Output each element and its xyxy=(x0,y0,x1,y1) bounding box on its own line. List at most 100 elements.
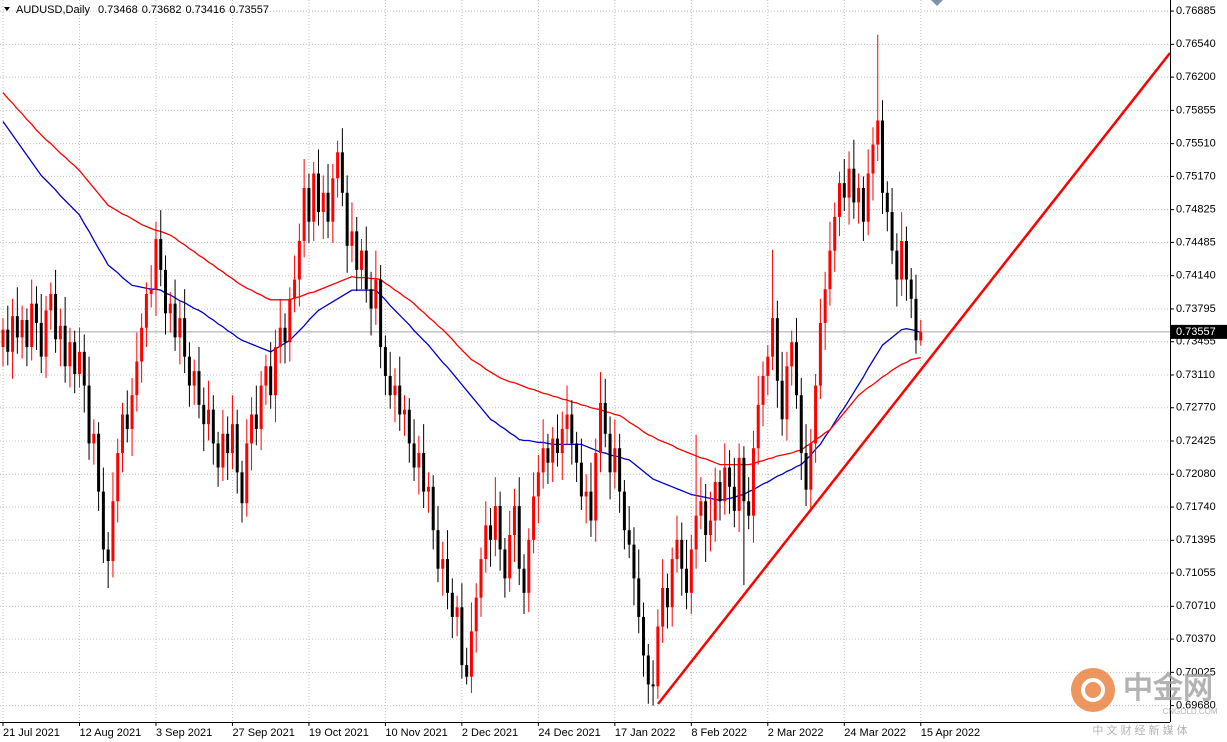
header-low: 0.73416 xyxy=(186,4,226,16)
candle-body xyxy=(876,120,880,145)
candle-body xyxy=(350,231,354,246)
candle-body xyxy=(369,289,373,309)
candle-body xyxy=(39,322,43,357)
candle-body xyxy=(565,414,569,429)
candle-body xyxy=(656,626,660,687)
candle-body xyxy=(235,424,239,473)
candle-body xyxy=(44,310,48,357)
candle-body xyxy=(130,395,134,429)
candle-body xyxy=(431,486,435,531)
candle-body xyxy=(455,607,459,617)
candle-body xyxy=(106,549,110,562)
candle-body xyxy=(689,549,693,593)
trend-line xyxy=(657,52,1171,705)
candle-body xyxy=(54,294,58,340)
candle-body xyxy=(680,539,684,569)
candle-body xyxy=(661,588,665,627)
candle-body xyxy=(58,325,62,340)
candle-body xyxy=(575,443,579,463)
candle-body xyxy=(699,501,703,516)
candle-body xyxy=(297,240,301,280)
candle-body xyxy=(613,448,617,473)
candle-body xyxy=(761,375,765,405)
candle-body xyxy=(503,549,507,579)
shift-marker xyxy=(931,0,943,6)
candle-body xyxy=(737,457,741,511)
current-price-badge xyxy=(1171,324,1227,339)
candle-body xyxy=(183,318,187,357)
candle-body xyxy=(412,443,416,468)
candle-body xyxy=(63,325,67,367)
candle-body xyxy=(207,409,211,425)
candle-body xyxy=(441,559,445,569)
candle-body xyxy=(900,240,904,280)
candle-body xyxy=(25,320,29,348)
menu-arrow[interactable] xyxy=(4,7,10,11)
candle-body xyxy=(340,152,344,193)
x-tick-label: 24 Dec 2021 xyxy=(538,727,600,739)
candle-body xyxy=(269,366,273,396)
candle-body xyxy=(178,318,182,338)
candle-body xyxy=(708,520,712,535)
candle-body xyxy=(154,239,158,290)
candle-body xyxy=(866,173,870,222)
y-tick-label: 0.76200 xyxy=(1176,71,1216,83)
candle-body xyxy=(135,361,139,396)
candle-body xyxy=(259,385,263,429)
candle-body xyxy=(780,380,784,420)
candle-body xyxy=(508,534,512,579)
candle-body xyxy=(560,428,564,454)
candle-body xyxy=(785,366,789,420)
candle-body xyxy=(909,279,913,299)
candle-body xyxy=(919,331,923,341)
y-tick-label: 0.72080 xyxy=(1176,468,1216,480)
y-tick-label: 0.70710 xyxy=(1176,600,1216,612)
candle-body xyxy=(579,462,583,497)
candle-body xyxy=(6,329,10,352)
candle-body xyxy=(307,187,311,222)
candle-body xyxy=(273,347,277,396)
candle-body xyxy=(278,327,282,348)
chart-header: AUDUSD,Daily 0.73468 0.73682 0.73416 0.73557 xyxy=(16,4,269,16)
watermark-logo xyxy=(1071,668,1115,712)
candle-body xyxy=(723,467,727,502)
candle-body xyxy=(226,433,230,454)
candle-body xyxy=(756,404,760,449)
candle-body xyxy=(479,559,483,598)
header-open: 0.73468 xyxy=(98,4,138,16)
plot xyxy=(1,34,923,706)
candle-body xyxy=(92,433,96,444)
y-tick-label: 0.72425 xyxy=(1176,435,1216,447)
x-tick-label: 21 Jul 2021 xyxy=(3,727,60,739)
candle-body xyxy=(149,289,153,295)
candle-body xyxy=(426,486,430,492)
y-tick-label: 0.71740 xyxy=(1176,501,1216,513)
candle-body xyxy=(852,168,856,203)
candle-body xyxy=(250,414,254,444)
candle-body xyxy=(675,539,679,560)
candle-body xyxy=(594,453,598,521)
watermark-title: 中金网 xyxy=(1123,671,1213,705)
candle-body xyxy=(751,448,755,516)
candle-body xyxy=(101,491,105,550)
candle-body xyxy=(881,120,885,193)
candle-body xyxy=(355,231,359,270)
candle-body xyxy=(446,559,450,593)
candle-body xyxy=(766,356,770,376)
candle-body xyxy=(522,568,526,593)
candle-body xyxy=(732,486,736,511)
candle-body xyxy=(168,303,172,314)
x-tick-label: 2 Mar 2022 xyxy=(768,727,824,739)
y-tick-label: 0.73795 xyxy=(1176,303,1216,315)
candle-body xyxy=(144,294,148,328)
candle-body xyxy=(230,424,234,454)
candle-body xyxy=(321,192,325,213)
candle-body xyxy=(484,525,488,560)
candle-body xyxy=(847,168,851,198)
y-tick-label: 0.70025 xyxy=(1176,666,1216,678)
candle-body xyxy=(216,443,220,468)
candle-body xyxy=(646,655,650,685)
candle-body xyxy=(589,491,593,521)
candle-body xyxy=(570,414,574,444)
candle-body xyxy=(747,501,751,516)
